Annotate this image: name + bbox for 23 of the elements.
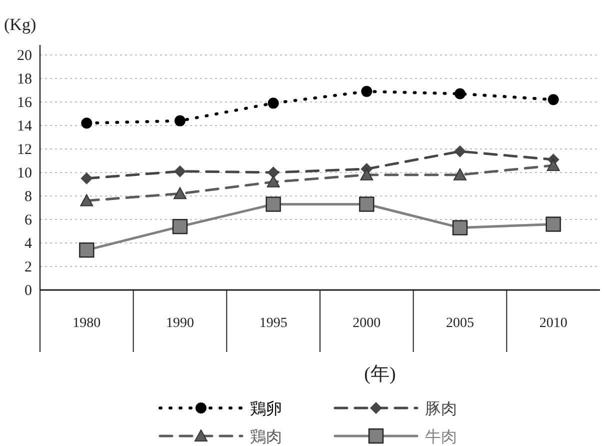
y-tick-label: 0 <box>24 283 32 299</box>
y-tick-label: 20 <box>17 48 32 64</box>
x-tick-label: 2000 <box>352 316 381 331</box>
y-tick-label: 12 <box>17 142 32 158</box>
y-tick-label: 16 <box>17 95 32 111</box>
y-tick-label: 2 <box>24 260 32 276</box>
text: 牛肉 <box>425 428 457 446</box>
y-tick-label: 4 <box>24 236 32 252</box>
y-tick-label: 10 <box>17 166 32 182</box>
x-tick-label: 1990 <box>166 316 194 331</box>
x-tick-label: 2010 <box>539 316 568 331</box>
y-tick-label: 18 <box>17 72 32 88</box>
y-axis-title: (Kg) <box>4 15 36 34</box>
text: 鶏卵 <box>250 400 282 418</box>
x-axis-title: (年) <box>364 364 396 385</box>
text: 豚肉 <box>425 401 457 418</box>
x-tick-label: 2005 <box>446 316 474 331</box>
y-tick-label: 8 <box>24 189 32 205</box>
x-tick-label: 1995 <box>259 316 288 331</box>
y-tick-label: 6 <box>24 212 32 228</box>
x-tick-label: 1980 <box>72 316 101 331</box>
text: 鶏肉 <box>250 429 282 446</box>
y-tick-label: 14 <box>17 118 32 134</box>
